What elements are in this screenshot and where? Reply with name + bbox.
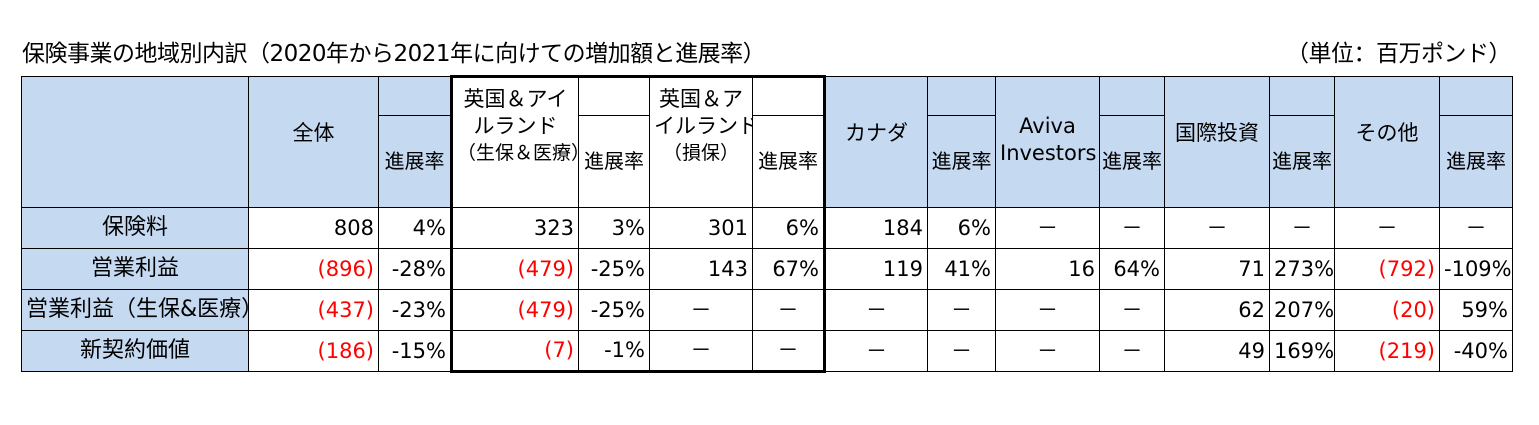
cell-value: (896)	[248, 248, 379, 290]
cell-rate: －	[927, 289, 996, 331]
cell-value: 184	[824, 207, 928, 249]
header-intl-top	[1269, 76, 1335, 116]
row-label: 営業利益（生保&医療）	[21, 289, 249, 331]
row-label: 保険料	[21, 207, 249, 249]
header-canada-rate: 進展率	[927, 115, 996, 208]
cell-rate: 207%	[1269, 289, 1335, 331]
header-uk-gi-line2: イルランド	[654, 114, 753, 139]
cell-rate: 3%	[578, 207, 650, 249]
regional-breakdown-table: 全体 英国＆アイ ルランド （生保＆医療） 英国＆ア イルランド （損保） カナ…	[21, 75, 1513, 373]
header-canada: カナダ	[824, 76, 928, 208]
cell-value: 301	[649, 207, 753, 249]
cell-rate: －	[1099, 330, 1165, 372]
table-row: 保険料 808 4% 323 3% 301 6% 184 6% － － － － …	[21, 207, 1513, 249]
header-uk-life: 英国＆アイ ルランド （生保＆医療）	[450, 75, 579, 208]
row-label: 新契約価値	[21, 330, 249, 372]
cell-value: －	[824, 330, 928, 372]
cell-value: －	[1164, 207, 1270, 249]
cell-value: －	[1334, 207, 1440, 249]
cell-rate: －	[927, 330, 996, 372]
header-other: その他	[1334, 76, 1440, 208]
row-label: 営業利益	[21, 248, 249, 290]
cell-rate: -25%	[578, 248, 650, 290]
cell-rate: 273%	[1269, 248, 1335, 290]
cell-value: －	[649, 330, 753, 373]
cell-value: (186)	[248, 330, 379, 372]
header-corner	[21, 76, 249, 208]
cell-value: －	[995, 330, 1100, 372]
cell-rate: －	[1099, 207, 1165, 249]
table-row: 営業利益（生保&医療） (437) -23% (479) -25% － － － …	[21, 289, 1513, 331]
header-uk-gi-rate: 進展率	[752, 115, 826, 208]
header-uk-gi-top	[752, 75, 826, 116]
header-aviva-top	[1099, 76, 1165, 116]
cell-value: 119	[824, 248, 928, 290]
cell-value: (792)	[1334, 248, 1440, 290]
table-title: 保険事業の地域別内訳（2020年から2021年に向けての増加額と進展率）	[22, 41, 766, 67]
header-uk-life-rate: 進展率	[578, 115, 650, 208]
cell-rate: -15%	[378, 330, 452, 372]
header-intl: 国際投資	[1164, 76, 1270, 208]
cell-rate: 6%	[927, 207, 996, 249]
cell-rate: －	[752, 330, 826, 373]
cell-value: 71	[1164, 248, 1270, 290]
header-uk-life-top	[578, 75, 650, 116]
cell-rate: －	[1269, 207, 1335, 249]
cell-rate: 169%	[1269, 330, 1335, 372]
cell-value: －	[995, 207, 1100, 249]
header-aviva: Aviva Investors	[995, 76, 1100, 208]
cell-rate: -25%	[578, 289, 650, 331]
cell-rate: -109%	[1439, 248, 1513, 290]
header-uk-gi-line3: （損保）	[662, 141, 739, 164]
cell-value: －	[995, 289, 1100, 331]
header-intl-rate: 進展率	[1269, 115, 1335, 208]
header-total-rate: 進展率	[378, 115, 452, 208]
table-row: 新契約価値 (186) -15% (7) -1% － － － － － － 49 …	[21, 330, 1513, 373]
cell-value: (479)	[450, 289, 579, 331]
cell-rate: －	[1439, 207, 1513, 249]
cell-value: 323	[450, 207, 579, 249]
cell-value: (20)	[1334, 289, 1440, 331]
cell-value: 49	[1164, 330, 1270, 372]
cell-rate: 67%	[752, 248, 826, 290]
cell-value: 143	[649, 248, 753, 290]
header-total: 全体	[248, 76, 379, 208]
cell-rate: -23%	[378, 289, 452, 331]
cell-value: (437)	[248, 289, 379, 331]
cell-value: (219)	[1334, 330, 1440, 372]
header-other-rate: 進展率	[1439, 115, 1513, 208]
cell-rate: 4%	[378, 207, 452, 249]
cell-rate: -1%	[578, 330, 650, 373]
header-uk-gi-line1: 英国＆ア	[659, 87, 743, 111]
cell-rate: -40%	[1439, 330, 1513, 372]
header-aviva-line1: Aviva	[1019, 114, 1076, 138]
header-other-top	[1439, 76, 1513, 116]
header-total-top	[378, 76, 452, 116]
header-aviva-line2: Investors	[1000, 141, 1097, 166]
cell-rate: 41%	[927, 248, 996, 290]
header-uk-life-line2: ルランド	[473, 114, 558, 139]
cell-rate: 64%	[1099, 248, 1165, 290]
cell-value: －	[824, 289, 928, 331]
cell-value: －	[649, 289, 753, 331]
cell-value: 808	[248, 207, 379, 249]
cell-rate: －	[752, 289, 826, 331]
header-aviva-rate: 進展率	[1099, 115, 1165, 208]
cell-rate: -28%	[378, 248, 452, 290]
header-uk-life-line3: （生保＆医療）	[457, 141, 579, 164]
cell-value: (7)	[450, 330, 579, 373]
header-uk-life-line1: 英国＆アイ	[463, 87, 568, 111]
cell-rate: －	[1099, 289, 1165, 331]
table-row: 営業利益 (896) -28% (479) -25% 143 67% 119 4…	[21, 248, 1513, 290]
cell-value: (479)	[450, 248, 579, 290]
cell-rate: 6%	[752, 207, 826, 249]
header-uk-gi: 英国＆ア イルランド （損保）	[649, 75, 753, 208]
cell-value: 16	[995, 248, 1100, 290]
cell-value: 62	[1164, 289, 1270, 331]
cell-rate: 59%	[1439, 289, 1513, 331]
header-canada-top	[927, 76, 996, 116]
unit-label: （単位：百万ポンド）	[1286, 41, 1512, 67]
